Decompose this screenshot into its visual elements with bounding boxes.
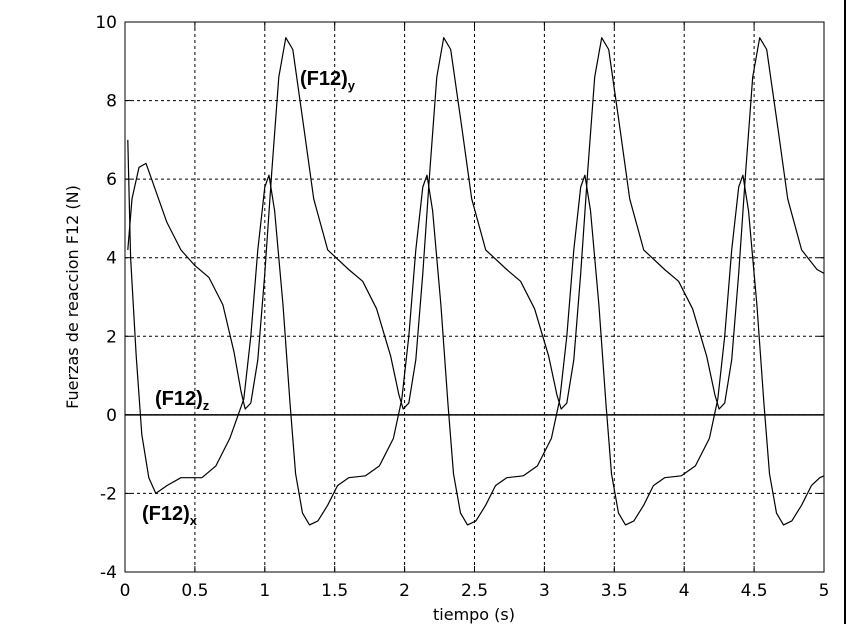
x-tick-label: 5 — [819, 581, 830, 601]
series-line-f12-x — [127, 139, 825, 526]
y-tick-label: 4 — [106, 249, 117, 269]
x-tick-label: 3 — [539, 581, 550, 601]
x-tick-label: 0.5 — [181, 581, 208, 601]
x-tick-label: 4.5 — [741, 581, 768, 601]
series-lines — [125, 37, 825, 526]
plot-frame — [124, 21, 825, 573]
grid — [125, 22, 824, 572]
x-tick-label: 2 — [399, 581, 410, 601]
y-tick-label: -4 — [100, 563, 117, 583]
x-tick-label: 0 — [120, 581, 131, 601]
x-tick-label: 2.5 — [461, 581, 488, 601]
y-tick-label: -2 — [100, 484, 117, 504]
x-tick-label: 1.5 — [321, 581, 348, 601]
y-tick-label: 10 — [95, 13, 117, 33]
y-axis-label: Fuerzas de reaccion F12 (N) — [63, 185, 82, 409]
x-tick-label: 4 — [679, 581, 690, 601]
series-line-f12-y — [127, 37, 825, 410]
y-tick-label: 6 — [106, 170, 117, 190]
y-tick-label: 0 — [106, 406, 117, 426]
x-axis-label: tiempo (s) — [433, 605, 515, 624]
tick-labels: 0 0.5 1 1.5 2 2.5 3 3.5 4 4.5 5 -4 -2 0 2 4 6 8 10 — [95, 13, 829, 601]
x-tick-label: 1 — [259, 581, 270, 601]
y-tick-label: 8 — [106, 92, 117, 112]
x-tick-label: 3.5 — [601, 581, 628, 601]
series-label-z: (F12)z — [155, 388, 210, 413]
series-label-y: (F12)y — [300, 68, 356, 93]
y-tick-label: 2 — [106, 327, 117, 347]
series-label-x: (F12)x — [142, 503, 198, 528]
